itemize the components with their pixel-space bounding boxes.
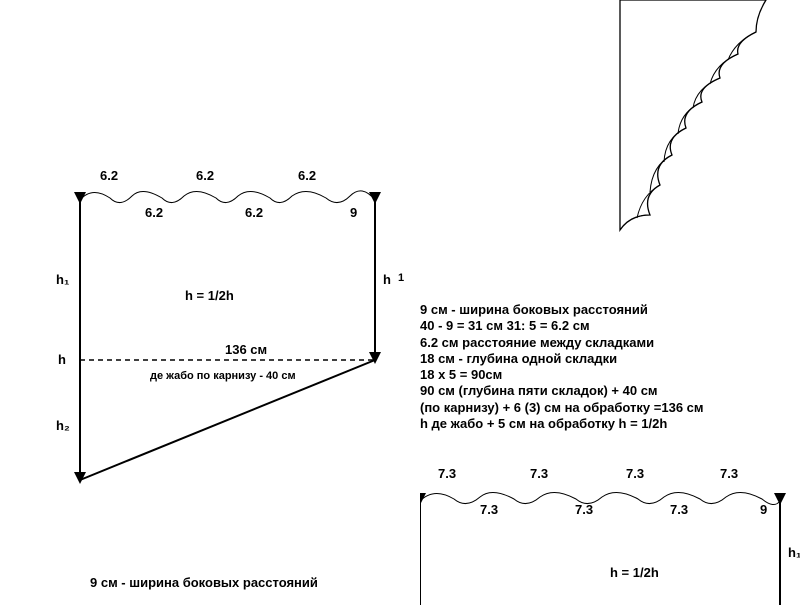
d2-top-1: 7.3 [438,466,456,481]
one-label: 1 [398,272,404,284]
t1-l2: 6.2 см расстояние между складками [420,335,790,351]
d1-width: 136 см [225,342,267,357]
d2-bot-3: 7.3 [670,502,688,517]
d1-formula: h = 1/2h [185,288,234,303]
t1-l5: 90 см (глубина пяти складок) + 40 см [420,383,790,399]
t1-l6: (по карнизу) + 6 (3) см на обработку =13… [420,400,790,416]
diagram-1 [0,0,400,520]
t1-l7: h де жабо + 5 см на обработку h = 1/2h [420,416,790,432]
d1-jabot: де жабо по карнизу - 40 см [150,370,296,382]
text-block-1: 9 см - ширина боковых расстояний 40 - 9 … [420,302,790,432]
d2-bot-1: 7.3 [480,502,498,517]
d1-right-h: h [383,272,391,287]
d1-h: h [58,352,66,367]
d1-top-2: 6.2 [196,168,214,183]
d2-top-4: 7.3 [720,466,738,481]
d1-bot-2: 6.2 [245,205,263,220]
d2-bot-2: 7.3 [575,502,593,517]
t1-l0: 9 см - ширина боковых расстояний [420,302,790,318]
t1-l1: 40 - 9 = 31 см 31: 5 = 6.2 см [420,318,790,334]
d1-h1: h₁ [56,272,69,287]
d1-top-1: 6.2 [100,168,118,183]
diagram-2 [420,475,800,605]
t2-l0: 9 см - ширина боковых расстояний [90,575,410,591]
d2-bot-4: 9 [760,502,767,517]
d2-right-h: h₁ [788,545,800,560]
d1-bot-3: 9 [350,205,357,220]
d2-formula: h = 1/2h [610,565,659,580]
d2-top-3: 7.3 [626,466,644,481]
drape-illustration [570,0,800,250]
t1-l4: 18 х 5 = 90см [420,367,790,383]
d2-top-2: 7.3 [530,466,548,481]
text-block-2: 9 см - ширина боковых расстояний [90,575,410,591]
d1-top-3: 6.2 [298,168,316,183]
t1-l3: 18 см - глубина одной складки [420,351,790,367]
d1-bot-1: 6.2 [145,205,163,220]
d1-h2: h₂ [56,418,70,433]
